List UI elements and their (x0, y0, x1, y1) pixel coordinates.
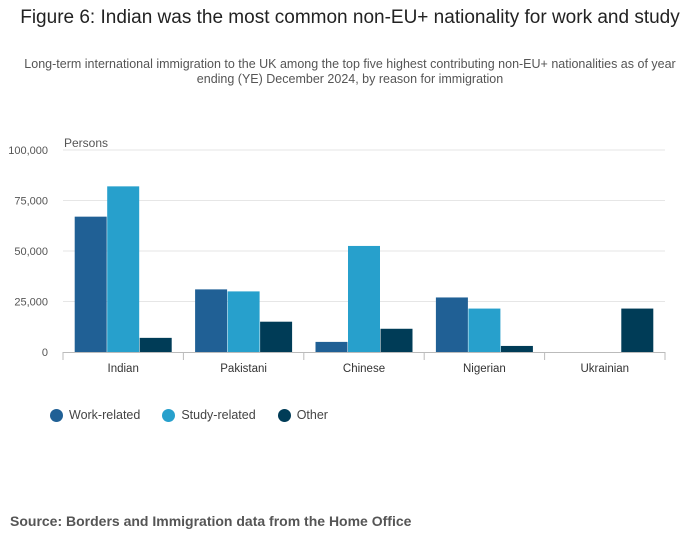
bar-work-related-chinese (315, 341, 348, 352)
x-axis: Indian Pakistani Chinese Nigerian Ukrainian (62, 352, 666, 375)
x-tick-label: Ukrainian (581, 363, 630, 375)
y-tick-label: 50,000 (14, 246, 48, 258)
y-tick-label: 100,000 (8, 145, 48, 157)
bar-other-indian (139, 337, 172, 352)
bar-study-related-indian (107, 186, 140, 352)
bar-other-pakistani (260, 321, 293, 352)
legend-label: Other (296, 408, 328, 422)
x-tick-label: Indian (108, 363, 139, 375)
legend-item: Other (277, 408, 328, 422)
legend-label: Work-related (69, 408, 141, 422)
bar-chart: 0 25,000 50,000 75,000 100,000 Persons India… (8, 136, 666, 375)
bar-study-related-nigerian (468, 308, 501, 352)
bar-study-related-pakistani (227, 291, 260, 352)
legend: Work-related Study-related Other (50, 408, 328, 422)
bar-work-related-nigerian (435, 297, 468, 352)
legend-label: Study-related (181, 408, 256, 422)
bar-other-ukrainian (621, 308, 654, 352)
legend-swatch-icon (162, 408, 176, 422)
legend-swatch-icon (50, 408, 63, 422)
chart-subtitle: Long-term international immigration to t… (24, 57, 676, 86)
y-tick-label: 75,000 (14, 196, 48, 208)
legend-swatch-icon (277, 408, 291, 422)
y-axis-ticks: 0 25,000 50,000 75,000 100,000 (8, 145, 48, 359)
bar-work-related-indian (74, 216, 107, 352)
bar-other-chinese (380, 328, 413, 352)
x-tick-label: Pakistani (220, 363, 267, 375)
bar-study-related-chinese (348, 245, 380, 352)
x-tick-label: Chinese (343, 363, 385, 375)
y-axis-title: Persons (64, 136, 108, 150)
x-tick-label: Nigerian (463, 363, 506, 375)
bars (74, 186, 654, 352)
source-note: Source: Borders and Immigration data fro… (10, 513, 412, 529)
bar-other-nigerian (500, 345, 533, 352)
chart-title: Figure 6: Indian was the most common non… (20, 7, 680, 28)
y-tick-label: 25,000 (14, 297, 48, 309)
y-tick-label: 0 (42, 347, 48, 359)
legend-item: Work-related (50, 408, 140, 422)
legend-item: Study-related (162, 408, 256, 422)
bar-work-related-pakistani (195, 289, 228, 352)
